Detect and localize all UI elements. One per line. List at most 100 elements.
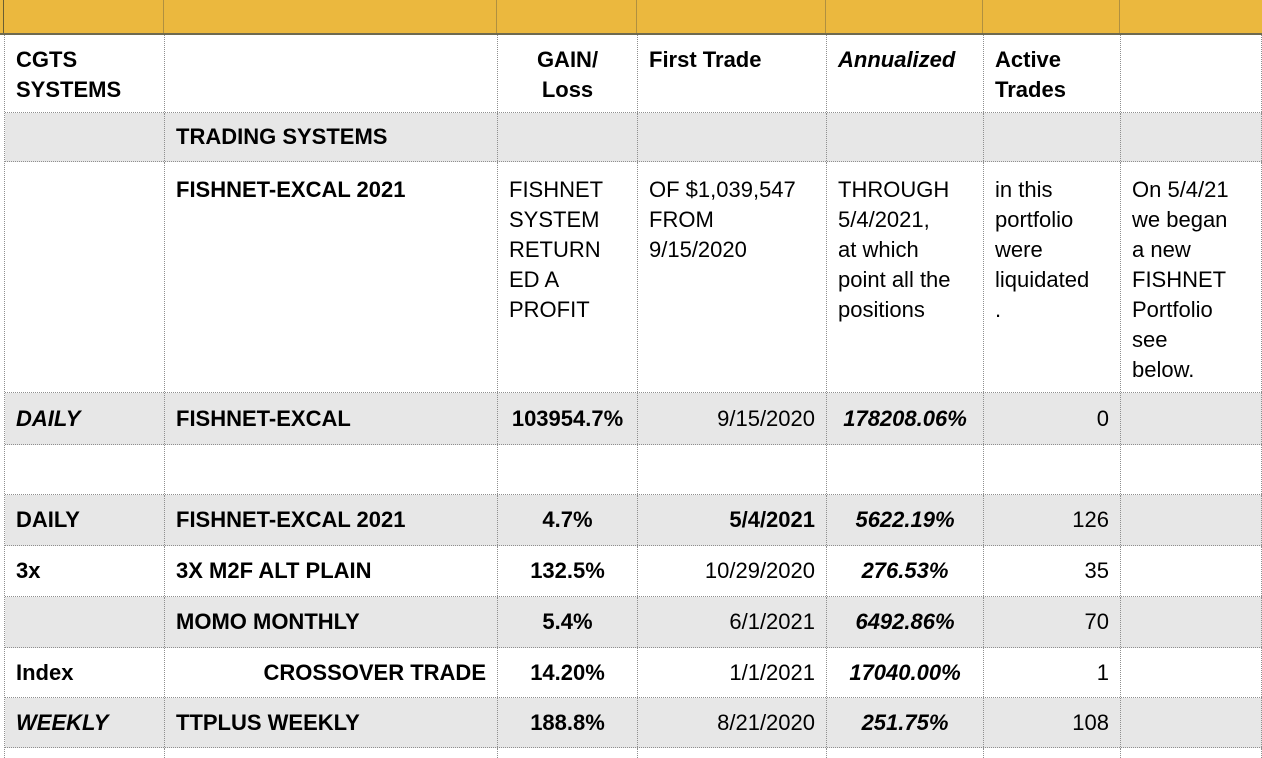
clipped-bottom-row [5, 748, 1262, 758]
cell-section-blank5[interactable] [827, 113, 984, 161]
header-cell-empty[interactable] [165, 35, 498, 112]
cell-blank[interactable] [5, 445, 165, 494]
gold-cell-col2[interactable] [164, 0, 497, 33]
cell-blank[interactable] [1121, 748, 1262, 758]
cell-active-trades[interactable]: 35 [984, 546, 1121, 596]
cell-annualized[interactable]: 6492.86% [827, 597, 984, 647]
cell-annualized[interactable]: 276.53% [827, 546, 984, 596]
cell-summary-note-annualized[interactable]: THROUGH 5/4/2021, at which point all the… [827, 162, 984, 392]
cell-system[interactable]: FISHNET-EXCAL 2021 [165, 495, 498, 545]
gold-cell-col3[interactable] [497, 0, 637, 33]
first-trade-date: 6/1/2021 [729, 609, 815, 634]
cell-active-trades[interactable]: 0 [984, 393, 1121, 444]
cell-blank[interactable] [638, 445, 827, 494]
cell-label[interactable]: Index [5, 648, 165, 697]
cell-first-trade[interactable]: 6/1/2021 [638, 597, 827, 647]
cell-active-trades[interactable]: 70 [984, 597, 1121, 647]
cell-label[interactable] [5, 597, 165, 647]
gold-cell-col5[interactable] [826, 0, 983, 33]
cell-notes[interactable] [1121, 546, 1262, 596]
cell-notes[interactable] [1121, 393, 1262, 444]
gold-cell-col1[interactable] [4, 0, 164, 33]
cell-label[interactable]: 3x [5, 546, 165, 596]
cell-first-trade[interactable]: 9/15/2020 [638, 393, 827, 444]
cell-label[interactable]: DAILY [5, 393, 165, 444]
first-trade-date: 1/1/2021 [729, 659, 815, 685]
system-name: 3X M2F ALT PLAIN [176, 558, 372, 583]
cell-section-title[interactable]: TRADING SYSTEMS [165, 113, 498, 161]
cell-gain[interactable]: 132.5% [498, 546, 638, 596]
cell-blank[interactable] [498, 445, 638, 494]
cell-active-trades[interactable]: 126 [984, 495, 1121, 545]
cell-notes[interactable] [1121, 597, 1262, 647]
cell-first-trade[interactable]: 5/4/2021 [638, 495, 827, 545]
system-name: TTPLUS WEEKLY [176, 709, 360, 735]
table-header-row: CGTS SYSTEMS GAIN/ Loss First Trade Annu… [5, 35, 1262, 113]
header-cell-annualized[interactable]: Annualized [827, 35, 984, 112]
cell-label[interactable]: DAILY [5, 495, 165, 545]
cell-system[interactable]: TTPLUS WEEKLY [165, 698, 498, 747]
header-cell-cgts-systems[interactable]: CGTS SYSTEMS [5, 35, 165, 112]
cell-gain[interactable]: 4.7% [498, 495, 638, 545]
cell-system[interactable]: CROSSOVER TRADE [165, 648, 498, 697]
cell-first-trade[interactable]: 1/1/2021 [638, 648, 827, 697]
cell-notes[interactable] [1121, 495, 1262, 545]
cell-notes[interactable] [1121, 698, 1262, 747]
cell-blank[interactable] [165, 748, 498, 758]
cell-section-blank1[interactable] [5, 113, 165, 161]
cell-gain[interactable]: 103954.7% [498, 393, 638, 444]
cell-active-trades[interactable]: 108 [984, 698, 1121, 747]
gain-value: 188.8% [530, 709, 605, 735]
cell-summary-note-gain[interactable]: FISHNET SYSTEM RETURNED A PROFIT [498, 162, 638, 392]
cell-blank[interactable] [5, 748, 165, 758]
row-label: Index [16, 659, 74, 685]
cell-active-trades[interactable]: 1 [984, 648, 1121, 697]
table-row-fishnet-excal: DAILY FISHNET-EXCAL 103954.7% 9/15/2020 … [5, 393, 1262, 445]
header-cell-active-trades[interactable]: Active Trades [984, 35, 1121, 112]
cell-section-blank3[interactable] [498, 113, 638, 161]
header-label-annualized: Annualized [838, 47, 956, 72]
cell-annualized[interactable]: 178208.06% [827, 393, 984, 444]
cell-system[interactable]: 3X M2F ALT PLAIN [165, 546, 498, 596]
cell-notes[interactable] [1121, 648, 1262, 697]
cell-gain[interactable]: 188.8% [498, 698, 638, 747]
cell-annualized[interactable]: 5622.19% [827, 495, 984, 545]
cell-system[interactable]: MOMO MONTHLY [165, 597, 498, 647]
header-cell-notes[interactable] [1121, 35, 1262, 112]
header-label-cgts-systems: CGTS SYSTEMS [16, 47, 122, 102]
cell-section-blank4[interactable] [638, 113, 827, 161]
cell-section-blank6[interactable] [984, 113, 1121, 161]
summary-system-label: FISHNET-EXCAL 2021 [176, 177, 406, 202]
cell-blank[interactable] [638, 748, 827, 758]
cell-first-trade[interactable]: 10/29/2020 [638, 546, 827, 596]
annualized-value: 5622.19% [855, 507, 955, 532]
cell-blank[interactable] [984, 748, 1121, 758]
cell-summary-blank[interactable] [5, 162, 165, 392]
cell-section-blank7[interactable] [1121, 113, 1262, 161]
cell-summary-system[interactable]: FISHNET-EXCAL 2021 [165, 162, 498, 392]
cell-summary-note-first-trade[interactable]: OF $1,039,547 FROM 9/15/2020 [638, 162, 827, 392]
cell-blank[interactable] [165, 445, 498, 494]
cell-system[interactable]: FISHNET-EXCAL [165, 393, 498, 444]
header-cell-first-trade[interactable]: First Trade [638, 35, 827, 112]
gold-cell-col4[interactable] [637, 0, 826, 33]
gold-cell-col7[interactable] [1120, 0, 1262, 33]
cell-gain[interactable]: 14.20% [498, 648, 638, 697]
cell-gain[interactable]: 5.4% [498, 597, 638, 647]
cell-blank[interactable] [984, 445, 1121, 494]
cell-label[interactable]: WEEKLY [5, 698, 165, 747]
header-cell-gain-loss[interactable]: GAIN/ Loss [498, 35, 638, 112]
gold-cell-col6[interactable] [983, 0, 1120, 33]
cell-blank[interactable] [1121, 445, 1262, 494]
cell-blank[interactable] [827, 748, 984, 758]
cell-annualized[interactable]: 17040.00% [827, 648, 984, 697]
summary-note-first-trade-text: OF $1,039,547 FROM 9/15/2020 [649, 177, 796, 262]
cell-annualized[interactable]: 251.75% [827, 698, 984, 747]
table-row-momo-monthly: MOMO MONTHLY 5.4% 6/1/2021 6492.86% 70 [5, 597, 1262, 648]
cell-blank[interactable] [827, 445, 984, 494]
cell-first-trade[interactable]: 8/21/2020 [638, 698, 827, 747]
cell-summary-note-extra[interactable]: On 5/4/21 we began a new FISHNET Portfol… [1121, 162, 1262, 392]
cell-summary-note-active[interactable]: in this portfolio were liquidated. [984, 162, 1121, 392]
cell-blank[interactable] [498, 748, 638, 758]
summary-note-annualized-text: THROUGH 5/4/2021, at which point all the… [838, 177, 951, 322]
